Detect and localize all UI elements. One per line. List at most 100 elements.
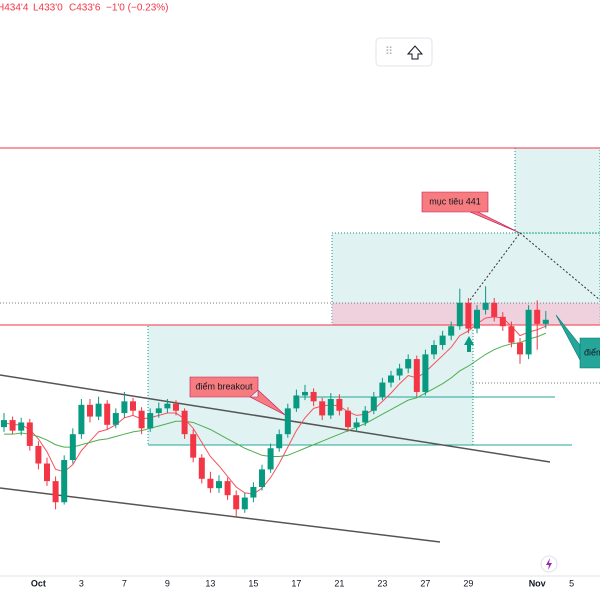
candle-body (9, 420, 16, 431)
candle-body (52, 481, 59, 503)
target-zone (514, 147, 600, 234)
candle-body (87, 404, 93, 417)
candle-body (61, 460, 68, 503)
candle-body (353, 422, 360, 428)
candle-body (155, 408, 162, 414)
candle-body (284, 408, 291, 435)
candle-body (370, 396, 377, 411)
candle-body (431, 345, 437, 355)
legend-value: L433'0 (33, 3, 63, 14)
candle-body (379, 382, 386, 397)
legend-value: −1'0 (−0.23%) (106, 3, 169, 14)
candle-body (525, 309, 532, 355)
candle-body (534, 309, 541, 324)
x-tick-label: Nov (529, 578, 546, 588)
callout (189, 376, 286, 416)
candle-body (396, 368, 403, 376)
candle-body (147, 413, 154, 429)
candle-body (302, 391, 308, 396)
channel-line (0, 374, 551, 463)
candle-body (250, 486, 257, 498)
candle-body (439, 335, 446, 345)
x-tick-label: Oct (31, 578, 46, 588)
legend: H434'4 L433'0 C433'6 −1'0 (−0.23%) (0, 3, 169, 14)
candle-body (164, 403, 171, 409)
candle-body (18, 422, 25, 431)
channel-line (0, 487, 441, 543)
candle-body (482, 302, 489, 310)
candle-body (138, 410, 145, 429)
candle-body (465, 302, 472, 329)
candle-body (78, 404, 85, 435)
candle-body (130, 401, 136, 411)
icon[interactable] (406, 45, 424, 60)
candle-body (216, 481, 222, 489)
candle-body (491, 302, 498, 317)
candle-body (224, 481, 231, 496)
drag-handle[interactable]: ⠿ (385, 46, 393, 58)
candle-body (362, 410, 369, 423)
projection-line (469, 232, 521, 301)
candle-body (35, 445, 42, 464)
x-tick-label: 3 (79, 578, 84, 588)
x-tick-label: 29 (463, 578, 473, 588)
candle-body (44, 463, 50, 482)
candle-body (542, 319, 549, 324)
candle-body (173, 403, 179, 411)
candle-body (95, 403, 102, 417)
candle-body (26, 422, 33, 446)
icon (546, 558, 552, 570)
candle-body (499, 316, 506, 327)
candle-body (198, 457, 205, 479)
plot (1, 286, 549, 517)
candle-body (517, 342, 523, 355)
candle-body (276, 434, 283, 449)
x-tick-label: 9 (165, 578, 170, 588)
x-tick-label: 21 (334, 578, 344, 588)
callout (555, 314, 600, 369)
candle-body (1, 420, 7, 428)
annotation: mục tiêu 441 (429, 196, 481, 206)
candle-body (422, 354, 429, 392)
candle-body (388, 375, 394, 383)
candle-body (405, 359, 412, 369)
x-tick-label: 5 (569, 578, 574, 588)
moving-average (4, 332, 546, 457)
candle-body (508, 326, 515, 343)
moving-average (3, 316, 546, 495)
x-tick-label: 13 (205, 578, 215, 588)
candle-body (319, 401, 326, 416)
candle-body (181, 410, 188, 435)
candle-body (327, 398, 334, 416)
candle-body (345, 410, 351, 428)
legend-value: H434'4 (0, 3, 29, 14)
candle-body (259, 469, 265, 487)
drawings (0, 147, 600, 543)
candle-body (121, 401, 128, 414)
candle-body (267, 448, 274, 470)
x-tick-label: 17 (291, 578, 301, 588)
callout (421, 191, 521, 234)
candle-body (474, 309, 480, 329)
annotation: điểm breakout (195, 381, 253, 391)
candle-body (241, 497, 248, 510)
x-tick-label: 27 (420, 578, 430, 588)
projection-line (519, 232, 600, 301)
x-tick-label: 15 (248, 578, 258, 588)
candle-body (207, 478, 214, 489)
x-tick-label: 7 (122, 578, 127, 588)
candle-body (112, 413, 119, 425)
candle-body (336, 398, 343, 411)
x-tick-label: 23 (377, 578, 387, 588)
candle-body (69, 434, 76, 460)
candle-body (190, 434, 197, 458)
annotation: điểm (584, 347, 600, 357)
candle-body (293, 395, 300, 409)
candle-body (233, 495, 240, 510)
overlay: mục tiêu 441 điểm breakout điểm ⠿ (0, 37, 600, 577)
candle-body (456, 302, 463, 327)
candle-body (310, 391, 317, 402)
candle-body (104, 403, 111, 425)
candle-body (413, 359, 420, 392)
